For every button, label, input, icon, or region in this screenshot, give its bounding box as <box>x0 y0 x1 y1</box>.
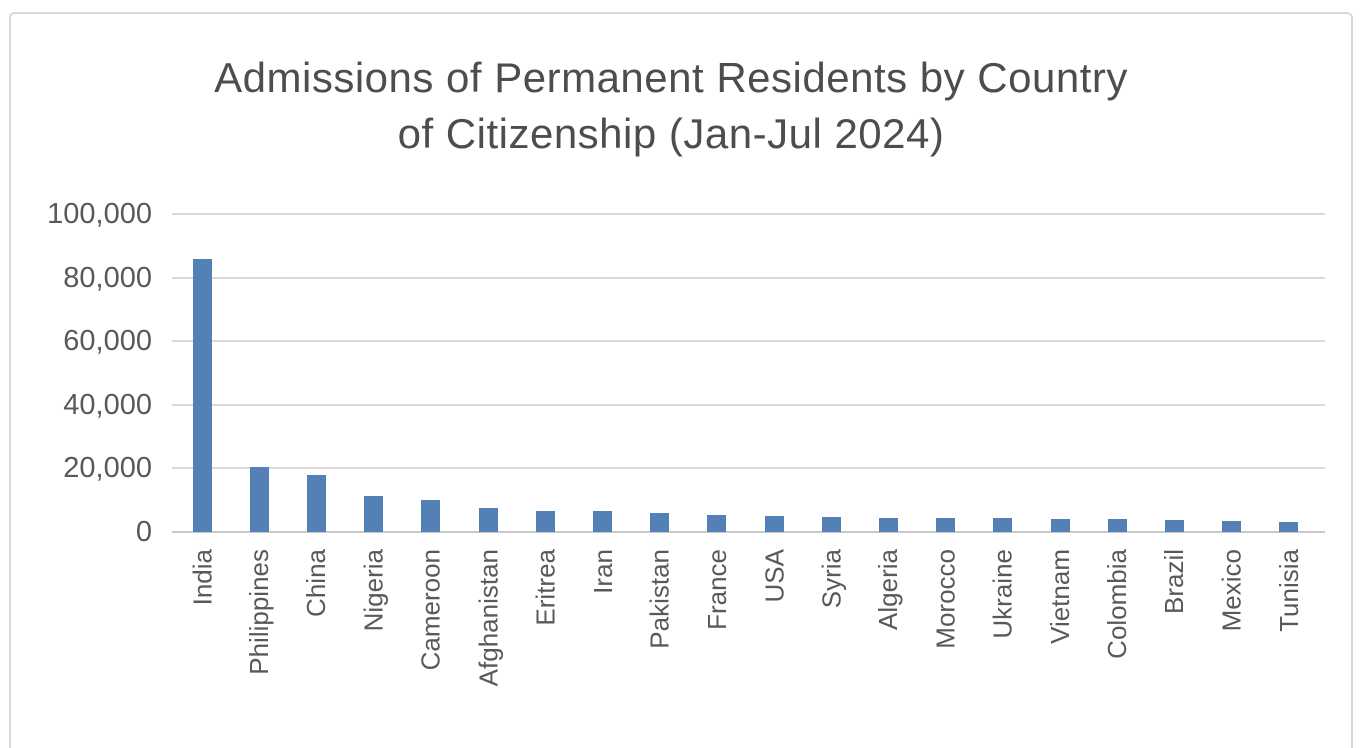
gridline-80000 <box>172 276 1325 279</box>
gridline-100000 <box>172 213 1325 215</box>
bar-algeria <box>879 518 898 532</box>
bar-mexico <box>1222 521 1241 532</box>
x-axis-category-label-syria: Syria <box>816 549 847 609</box>
x-axis-category-label-france: France <box>701 549 732 630</box>
x-axis-category-label-tunisia: Tunisia <box>1273 549 1304 632</box>
chart-frame <box>9 12 1353 748</box>
chart-title-line-2: of Citizenship (Jan-Jul 2024) <box>397 110 945 157</box>
x-axis-category-label-ukraine: Ukraine <box>987 549 1018 639</box>
bar-nigeria <box>364 496 383 532</box>
chart-title-line-1: Admissions of Permanent Residents by Cou… <box>214 54 1128 101</box>
bar-afghanistan <box>479 508 498 532</box>
bar-brazil <box>1165 520 1184 532</box>
gridline-60000 <box>172 340 1325 343</box>
x-axis-category-label-eritrea: Eritrea <box>530 549 561 626</box>
gridline-40000 <box>172 403 1325 406</box>
x-axis-category-label-cameroon: Cameroon <box>415 549 446 671</box>
y-axis-tick-label-100000: 100,000 <box>47 198 152 230</box>
gridline-0 <box>172 531 1325 533</box>
x-axis-category-label-vietnam: Vietnam <box>1045 549 1075 644</box>
bar-pakistan <box>650 513 669 532</box>
bar-france <box>707 515 726 532</box>
x-axis-category-label-nigeria: Nigeria <box>358 549 389 632</box>
x-axis-category-label-india: India <box>187 549 217 606</box>
bar-morocco <box>936 518 955 532</box>
bar-china <box>307 475 326 532</box>
gridline-20000 <box>172 467 1325 470</box>
bar-cameroon <box>421 500 440 532</box>
x-axis-category-label-usa: USA <box>759 549 789 603</box>
bar-ukraine <box>993 518 1012 532</box>
x-axis-category-label-pakistan: Pakistan <box>644 549 675 649</box>
bar-tunisia <box>1279 522 1298 532</box>
bar-vietnam <box>1051 519 1070 532</box>
y-axis-tick-label-0: 0 <box>135 516 152 548</box>
bar-iran <box>593 511 612 532</box>
x-axis-category-label-morocco: Morocco <box>930 549 961 649</box>
y-axis-tick-label-40000: 40,000 <box>63 388 152 421</box>
bar-syria <box>822 517 841 532</box>
x-axis-category-label-algeria: Algeria <box>873 549 904 630</box>
bar-usa <box>765 516 784 532</box>
bar-colombia <box>1108 519 1127 532</box>
bar-philippines <box>250 467 269 532</box>
bar-india <box>193 259 212 532</box>
chart-title: Admissions of Permanent Residents by Cou… <box>0 50 1342 162</box>
x-axis-category-label-mexico: Mexico <box>1216 549 1247 632</box>
y-axis-tick-label-80000: 80,000 <box>63 261 152 294</box>
y-axis-tick-label-20000: 20,000 <box>63 452 152 485</box>
x-axis-category-label-afghanistan: Afghanistan <box>473 549 503 687</box>
x-axis-category-label-brazil: Brazil <box>1159 549 1190 615</box>
bar-eritrea <box>536 511 555 532</box>
x-axis-category-label-china: China <box>301 549 332 617</box>
x-axis-category-label-colombia: Colombia <box>1102 549 1133 659</box>
y-axis-tick-label-60000: 60,000 <box>63 325 152 358</box>
x-axis-category-label-iran: Iran <box>587 549 618 594</box>
x-axis-category-label-philippines: Philippines <box>244 549 275 675</box>
